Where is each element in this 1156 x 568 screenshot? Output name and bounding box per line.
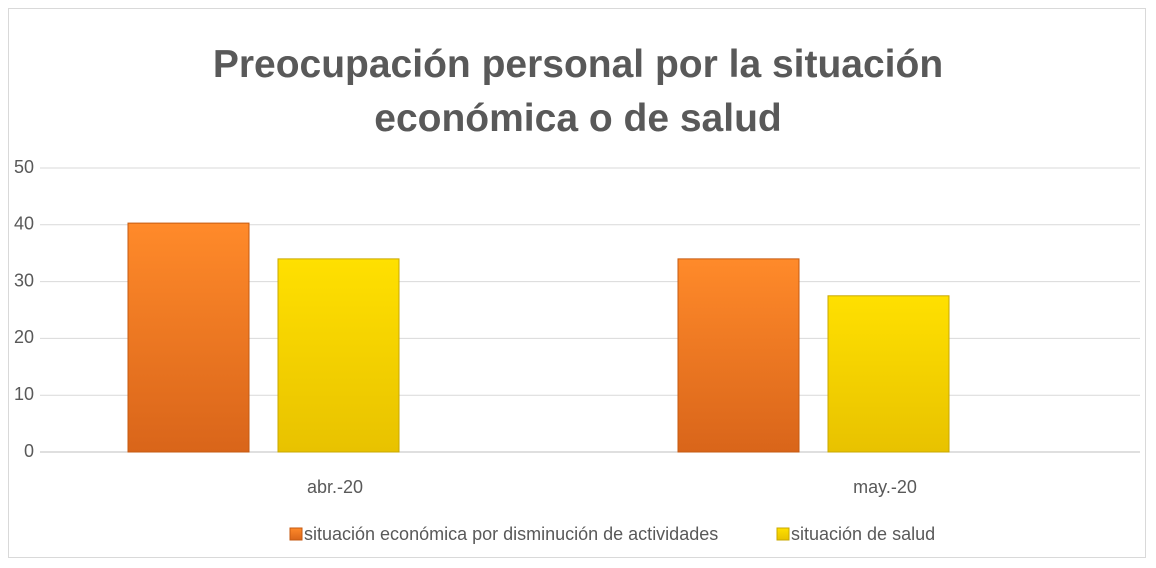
bar (277, 258, 400, 453)
legend-label: situación de salud (791, 524, 935, 544)
y-tick-label: 50 (14, 157, 34, 177)
y-tick-label: 20 (14, 327, 34, 347)
bar (127, 222, 250, 453)
legend-label: situación económica por disminución de a… (304, 524, 718, 544)
x-tick-label: abr.-20 (307, 477, 363, 497)
legend-swatch (776, 527, 790, 541)
y-tick-label: 30 (14, 270, 34, 290)
chart-title: Preocupación personal por la situación e… (212, 43, 944, 140)
y-tick-label: 10 (14, 384, 34, 404)
chart-frame (8, 8, 1146, 558)
x-tick-label: may.-20 (853, 477, 917, 497)
legend-swatch (289, 527, 303, 541)
bar (677, 258, 800, 453)
y-tick-label: 40 (14, 214, 34, 234)
y-tick-label: 0 (24, 441, 34, 461)
bar (827, 295, 950, 453)
